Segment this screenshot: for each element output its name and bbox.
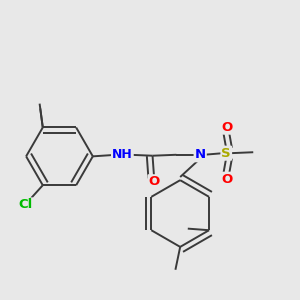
- Text: Cl: Cl: [18, 198, 32, 212]
- Text: O: O: [221, 173, 233, 186]
- Text: N: N: [195, 148, 206, 161]
- Text: O: O: [148, 175, 160, 188]
- Text: NH: NH: [112, 148, 133, 161]
- Text: O: O: [221, 121, 233, 134]
- Text: S: S: [221, 147, 231, 160]
